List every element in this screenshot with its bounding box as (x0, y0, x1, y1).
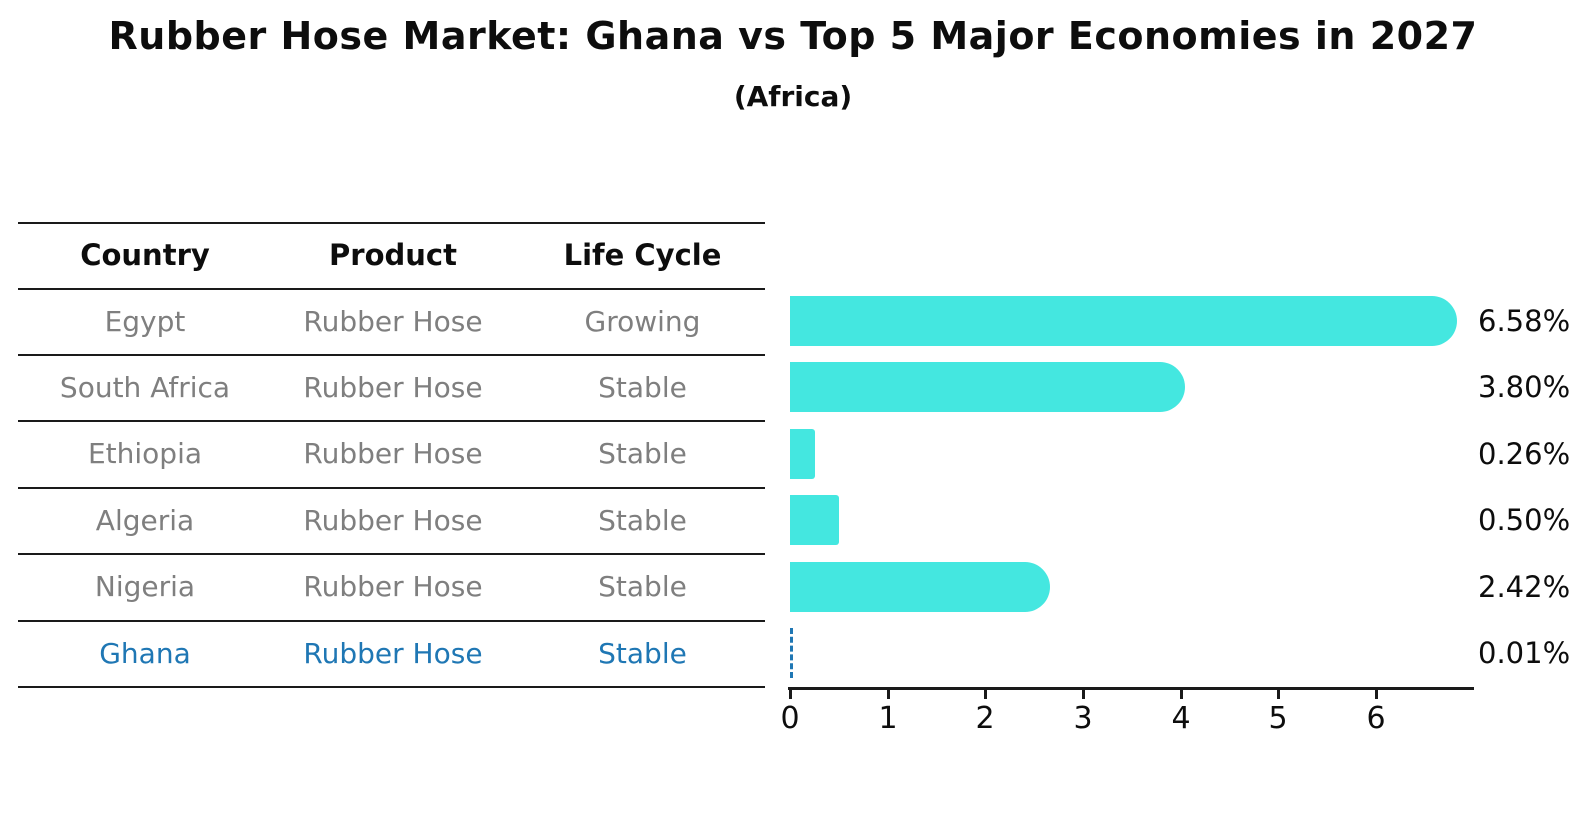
x-tick-label: 4 (1171, 701, 1191, 736)
table-row-ghana: Ghana Rubber Hose Stable (18, 620, 765, 686)
bar-ethiopia (790, 429, 816, 479)
cell-lifecycle: Growing (584, 304, 701, 338)
table-header-row: Country Product Life Cycle (18, 222, 765, 288)
column-header-product: Product (329, 238, 457, 272)
cell-lifecycle: Stable (598, 436, 687, 470)
cell-lifecycle: Stable (598, 569, 687, 603)
x-tick-label: 5 (1268, 701, 1288, 736)
x-axis-tick (984, 690, 987, 699)
x-tick-label: 0 (780, 701, 800, 736)
value-label: 2.42% (1478, 570, 1571, 604)
value-label: 0.26% (1478, 437, 1571, 471)
x-axis-tick (789, 690, 792, 699)
table-row: South Africa Rubber Hose Stable (18, 354, 765, 420)
table-divider (18, 354, 765, 356)
value-label: 0.01% (1478, 636, 1571, 670)
cell-product: Rubber Hose (303, 503, 483, 537)
cell-country: Egypt (104, 304, 186, 338)
cell-lifecycle: Stable (598, 503, 687, 537)
cell-lifecycle: Stable (598, 636, 687, 670)
table-divider (18, 288, 765, 290)
table-row: Nigeria Rubber Hose Stable (18, 553, 765, 619)
cell-product: Rubber Hose (303, 304, 483, 338)
table-border-top (18, 222, 765, 224)
cell-product: Rubber Hose (303, 370, 483, 404)
table-row: Egypt Rubber Hose Growing (18, 288, 765, 354)
x-axis-tick (887, 690, 890, 699)
table-row: Algeria Rubber Hose Stable (18, 487, 765, 553)
x-tick-label: 6 (1366, 701, 1386, 736)
cell-product: Rubber Hose (303, 569, 483, 603)
cell-product: Rubber Hose (303, 436, 483, 470)
cell-country: Ethiopia (87, 436, 203, 470)
column-header-lifecycle: Life Cycle (563, 238, 722, 272)
value-label: 6.58% (1478, 304, 1571, 338)
bar-south-africa (790, 362, 1186, 412)
x-tick-label: 3 (1073, 701, 1093, 736)
table-divider (18, 553, 765, 555)
chart-subtitle: (Africa) (733, 80, 853, 113)
x-axis-tick (1180, 690, 1183, 699)
cell-country: South Africa (59, 370, 231, 404)
bar-egypt (790, 296, 1457, 346)
cell-country: Ghana (99, 636, 191, 670)
table-divider (18, 620, 765, 622)
x-tick-label: 1 (878, 701, 898, 736)
cell-lifecycle: Stable (598, 370, 687, 404)
x-axis (788, 687, 1474, 690)
cell-product: Rubber Hose (303, 636, 483, 670)
chart-title: Rubber Hose Market: Ghana vs Top 5 Major… (108, 14, 1478, 58)
table-row: Ethiopia Rubber Hose Stable (18, 420, 765, 486)
cell-country: Nigeria (94, 569, 196, 603)
value-label: 0.50% (1478, 503, 1571, 537)
table-border-bottom (18, 686, 765, 688)
bar-algeria (790, 495, 839, 545)
bar-ghana (790, 628, 793, 678)
bar-nigeria (790, 562, 1051, 612)
x-axis-tick (1082, 690, 1085, 699)
x-axis-tick (1277, 690, 1280, 699)
x-axis-tick (1375, 690, 1378, 699)
cell-country: Algeria (95, 503, 195, 537)
x-tick-label: 2 (975, 701, 995, 736)
value-label: 3.80% (1478, 370, 1571, 404)
table-divider (18, 420, 765, 422)
table-divider (18, 487, 765, 489)
column-header-country: Country (80, 238, 210, 272)
